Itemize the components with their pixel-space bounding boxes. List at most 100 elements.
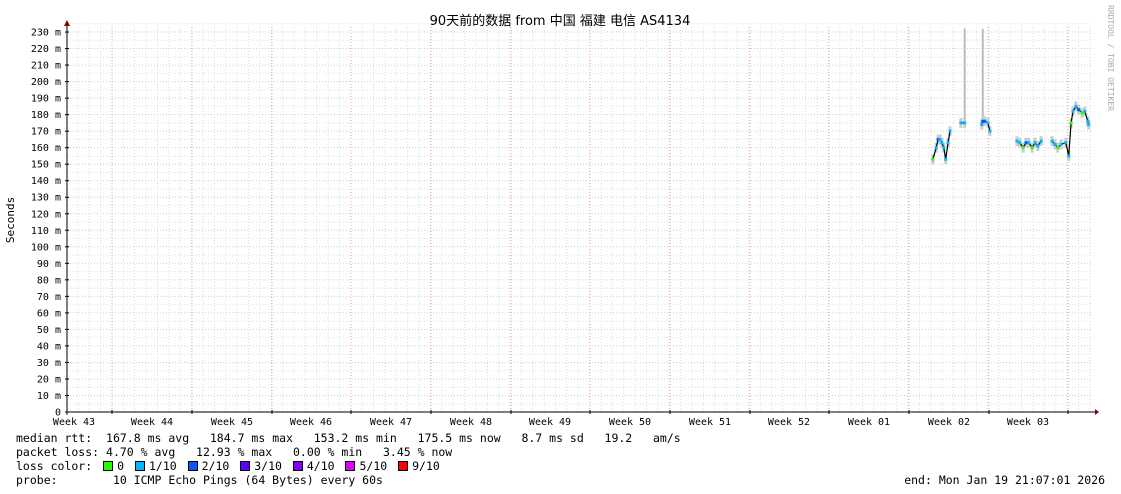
- color-swatch: [134, 461, 145, 471]
- y-tick-label: 100 m: [31, 242, 61, 253]
- color-swatch: [398, 461, 409, 471]
- y-tick-label: 120 m: [31, 209, 61, 220]
- loss-color-item: 0: [99, 459, 131, 473]
- loss-color-label: loss color:: [16, 459, 93, 473]
- median-point: [981, 119, 985, 123]
- median-point: [1056, 146, 1060, 150]
- latency-chart: 0 10 m 20 m 30 m 40 m 50 m 60 m 70 m 80 m 90 m 100…: [4, 5, 1115, 425]
- loss-color-item: 1/10: [131, 459, 184, 473]
- y-tick-label: 180 m: [31, 110, 61, 121]
- median-point: [1077, 108, 1081, 112]
- y-tick-label: 140 m: [31, 176, 61, 187]
- loss-color-value: 5/10: [359, 459, 395, 473]
- median-point: [959, 121, 963, 125]
- x-axis-arrow: [1095, 409, 1099, 415]
- loss-color-item: 2/10: [184, 459, 237, 473]
- x-tick-label: Week 48: [450, 417, 492, 425]
- median-point: [1050, 139, 1054, 143]
- probe-row: probe: 10 ICMP Echo Pings (64 Bytes) eve…: [16, 473, 383, 487]
- color-swatch: [187, 461, 198, 471]
- median-point: [1080, 111, 1084, 115]
- x-tick-label: Week 52: [768, 417, 810, 425]
- loss-label: packet loss:: [16, 445, 100, 459]
- x-tick-label: Week 46: [290, 417, 332, 425]
- median-point: [1064, 141, 1068, 145]
- smoke-spike: [963, 28, 966, 123]
- loss-color-value: 4/10: [306, 459, 342, 473]
- median-point: [986, 121, 990, 125]
- median-point: [934, 146, 938, 150]
- median-point: [946, 141, 950, 145]
- x-tick-label: Week 45: [211, 417, 253, 425]
- y-tick-label: 160 m: [31, 143, 61, 154]
- median-point: [936, 137, 940, 141]
- loss-color-swatches: 0 1/10 2/10 3/10 4/10 5/10 9/10: [99, 459, 447, 473]
- median-point: [1021, 146, 1025, 150]
- loss-color-item: 9/10: [394, 459, 447, 473]
- x-tick-label: Week 44: [131, 417, 173, 425]
- median-point: [1030, 146, 1034, 150]
- y-tick-label: 190 m: [31, 94, 61, 105]
- y-tick-label: 30 m: [37, 358, 61, 369]
- median-point: [1086, 119, 1090, 123]
- probe-value: 10 ICMP Echo Pings (64 Bytes) every 60s: [112, 473, 383, 487]
- loss-color-value: 3/10: [254, 459, 289, 473]
- median-point: [1024, 141, 1028, 145]
- y-tick-label: 150 m: [31, 160, 61, 171]
- median-point: [1033, 141, 1037, 145]
- packet-loss-row: packet loss: 4.70 % avg 12.93 % max 0.00…: [16, 445, 452, 459]
- median-point: [940, 141, 944, 145]
- smoke-spike: [981, 28, 984, 125]
- loss-values: 4.70 % avg 12.93 % max 0.00 % min 3.45 %…: [106, 445, 453, 459]
- x-tick-label: Week 49: [529, 417, 571, 425]
- y-tick-label: 210 m: [31, 61, 61, 72]
- loss-color-item: 3/10: [236, 459, 289, 473]
- loss-color-item: 4/10: [289, 459, 342, 473]
- median-point: [963, 121, 967, 125]
- y-tick-label: 80 m: [37, 275, 61, 286]
- x-tick-label: Week 02: [928, 417, 970, 425]
- median-point: [1071, 109, 1075, 113]
- median-point: [942, 146, 946, 150]
- y-axis-label: Seconds: [4, 197, 17, 243]
- median-point: [1018, 141, 1022, 145]
- loss-color-item: 5/10: [341, 459, 394, 473]
- rrdtool-watermark: RRDTOOL / TOBI OETIKER: [1106, 5, 1115, 111]
- loss-color-row: loss color: 0 1/10 2/10 3/10 4/10 5/10 9…: [16, 459, 447, 473]
- median-point: [1059, 142, 1063, 146]
- median-point: [1015, 139, 1019, 143]
- color-swatch: [103, 461, 114, 471]
- median-point: [938, 137, 942, 141]
- chart-title: 90天前的数据 from 中国 福建 电信 AS4134: [430, 13, 691, 29]
- median-point: [1053, 142, 1057, 146]
- y-axis-arrow: [64, 20, 70, 26]
- median-point: [931, 157, 935, 161]
- y-tick-label: 50 m: [37, 325, 61, 336]
- y-tick-label: 200 m: [31, 77, 61, 88]
- axes: 0 10 m 20 m 30 m 40 m 50 m 60 m 70 m 80 m 90 m 100…: [31, 20, 1099, 425]
- loss-color-value: 1/10: [148, 459, 184, 473]
- median-point: [1074, 104, 1078, 108]
- y-tick-label: 90 m: [37, 259, 61, 270]
- y-tick-label: 220 m: [31, 44, 61, 55]
- y-tick-label: 110 m: [31, 226, 61, 237]
- median-point: [1036, 144, 1040, 148]
- median-point: [980, 123, 984, 127]
- median-label: median rtt:: [16, 431, 93, 445]
- probe-label: probe:: [16, 473, 58, 487]
- x-tick-label: Week 51: [689, 417, 731, 425]
- y-tick-label: 40 m: [37, 341, 61, 352]
- median-point: [983, 119, 987, 123]
- median-point: [948, 129, 952, 133]
- x-tick-label: Week 47: [370, 417, 412, 425]
- loss-color-value: 0: [117, 459, 131, 473]
- y-tick-label: 170 m: [31, 127, 61, 138]
- median-values: 167.8 ms avg 184.7 ms max 153.2 ms min 1…: [106, 431, 681, 445]
- y-tick-label: 10 m: [37, 391, 61, 402]
- grid: [67, 23, 1093, 412]
- median-point: [1027, 141, 1031, 145]
- color-swatch: [345, 461, 356, 471]
- loss-color-value: 9/10: [412, 459, 447, 473]
- median-point: [1087, 123, 1091, 127]
